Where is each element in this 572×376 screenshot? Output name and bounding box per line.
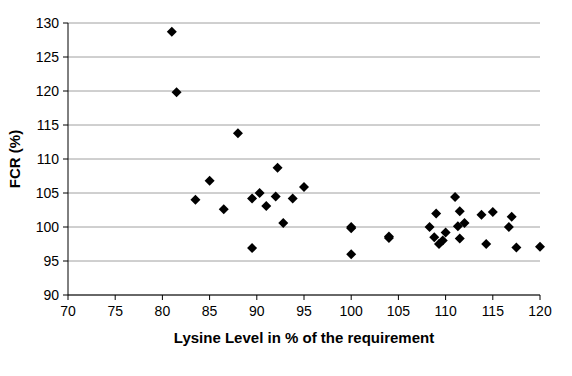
data-point bbox=[278, 218, 288, 228]
data-point bbox=[261, 201, 271, 211]
data-point bbox=[172, 87, 182, 97]
data-point bbox=[488, 207, 498, 217]
data-point bbox=[455, 234, 465, 244]
x-tick-label: 75 bbox=[107, 303, 123, 319]
y-tick bbox=[63, 91, 68, 92]
data-point bbox=[273, 163, 283, 173]
grid-line bbox=[68, 227, 540, 228]
data-point bbox=[450, 192, 460, 202]
y-tick bbox=[63, 193, 68, 194]
x-tick-label: 85 bbox=[202, 303, 218, 319]
x-tick bbox=[398, 295, 399, 300]
x-tick bbox=[540, 295, 541, 300]
x-axis-title: Lysine Level in % of the requirement bbox=[174, 329, 434, 346]
x-tick bbox=[68, 295, 69, 300]
data-point bbox=[255, 188, 265, 198]
data-point bbox=[511, 242, 521, 252]
x-tick bbox=[351, 295, 352, 300]
chart-container: 90 95 100 105 110 115 120 125 130 70 75 80 85 90 95 100… bbox=[0, 0, 572, 376]
x-tick bbox=[304, 295, 305, 300]
data-point bbox=[346, 223, 356, 233]
x-tick-label: 110 bbox=[434, 303, 457, 319]
data-point bbox=[288, 193, 298, 203]
data-point bbox=[219, 204, 229, 214]
grid-line bbox=[68, 23, 540, 24]
x-tick-label: 80 bbox=[155, 303, 171, 319]
data-point bbox=[481, 239, 491, 249]
data-point bbox=[507, 212, 517, 222]
grid-line bbox=[68, 57, 540, 58]
y-tick-label: 95 bbox=[43, 253, 59, 269]
y-axis-title: FCR (%) bbox=[6, 130, 23, 188]
data-point bbox=[431, 208, 441, 218]
y-tick-label: 90 bbox=[43, 287, 59, 303]
y-tick bbox=[63, 159, 68, 160]
data-point bbox=[271, 191, 281, 201]
data-point bbox=[247, 193, 257, 203]
y-tick-label: 115 bbox=[37, 117, 60, 133]
grid-line bbox=[68, 159, 540, 160]
y-tick bbox=[63, 23, 68, 24]
x-tick-label: 90 bbox=[249, 303, 265, 319]
x-tick bbox=[162, 295, 163, 300]
y-tick-label: 125 bbox=[36, 49, 60, 65]
y-tick bbox=[63, 57, 68, 58]
x-tick-label: 95 bbox=[296, 303, 312, 319]
data-point bbox=[441, 227, 451, 237]
data-point bbox=[476, 210, 486, 220]
y-tick bbox=[63, 227, 68, 228]
y-tick-label: 100 bbox=[36, 219, 60, 235]
data-point bbox=[190, 195, 200, 205]
x-tick bbox=[445, 295, 446, 300]
x-tick-label: 105 bbox=[387, 303, 411, 319]
grid-line bbox=[68, 193, 540, 194]
grid-line bbox=[68, 125, 540, 126]
data-point bbox=[438, 236, 448, 246]
data-point bbox=[504, 222, 514, 232]
y-tick bbox=[63, 125, 68, 126]
x-tick bbox=[209, 295, 210, 300]
x-tick-label: 70 bbox=[60, 303, 76, 319]
x-tick-label: 120 bbox=[528, 303, 552, 319]
x-axis bbox=[68, 295, 540, 296]
y-tick bbox=[63, 261, 68, 262]
data-point bbox=[459, 218, 469, 228]
points bbox=[167, 27, 545, 259]
data-point bbox=[535, 242, 545, 252]
y-tick-label: 120 bbox=[36, 83, 60, 99]
y-tick-label: 130 bbox=[36, 15, 60, 31]
x-tick bbox=[115, 295, 116, 300]
y-tick-label: 105 bbox=[36, 185, 60, 201]
grid-line bbox=[68, 261, 540, 262]
data-point bbox=[205, 176, 215, 186]
data-point bbox=[247, 243, 257, 253]
data-point bbox=[346, 249, 356, 259]
data-point bbox=[425, 222, 435, 232]
data-point bbox=[455, 206, 465, 216]
data-point bbox=[233, 128, 243, 138]
x-tick bbox=[256, 295, 257, 300]
data-point bbox=[299, 182, 309, 192]
y-tick bbox=[63, 295, 68, 296]
x-tick-label: 100 bbox=[340, 303, 364, 319]
chart-svg: 90 95 100 105 110 115 120 125 130 70 75 80 85 90 95 100… bbox=[0, 0, 572, 376]
x-tick bbox=[492, 295, 493, 300]
y-axis bbox=[68, 23, 69, 295]
grid-line bbox=[68, 91, 540, 92]
grid-line bbox=[68, 295, 540, 296]
x-tick-label: 115 bbox=[482, 303, 505, 319]
data-point bbox=[167, 27, 177, 37]
y-tick-label: 110 bbox=[37, 151, 60, 167]
data-point bbox=[384, 233, 394, 243]
